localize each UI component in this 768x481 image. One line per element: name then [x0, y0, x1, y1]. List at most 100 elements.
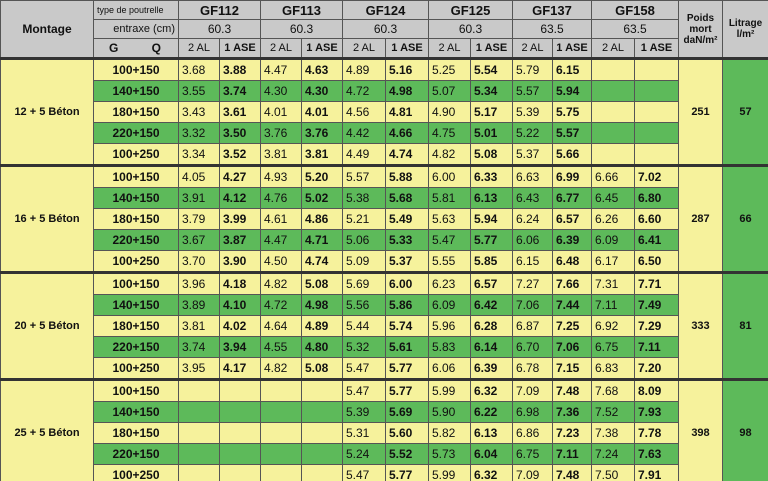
sub-label: 2 AL	[342, 38, 386, 59]
span-value: 6.32	[470, 464, 513, 481]
span-value: 6.41	[634, 229, 679, 251]
span-value: 5.02	[301, 187, 343, 209]
span-value: 4.81	[385, 101, 429, 123]
span-value	[301, 443, 343, 465]
span-value	[301, 464, 343, 481]
span-value: 4.72	[260, 294, 302, 316]
span-value	[178, 378, 220, 402]
load: 100+150	[93, 57, 179, 81]
span-value: 7.66	[552, 271, 592, 295]
span-value: 7.02	[634, 164, 679, 188]
span-value: 4.75	[428, 122, 471, 144]
data-row: 220+150 5.24 5.52 5.73 6.04 6.75 7.11 7.24 7.63	[1, 443, 768, 465]
span-value: 5.85	[470, 250, 513, 273]
product-entraxe: 63.5	[591, 19, 679, 39]
span-value: 5.77	[385, 378, 429, 402]
span-value: 4.72	[342, 80, 386, 102]
data-row: 180+150 3.79 3.99 4.61 4.86 5.21 5.49 5.63 5.94 6…	[1, 208, 768, 230]
span-value: 4.80	[301, 336, 343, 358]
type-label: type de poutrelle	[93, 0, 179, 20]
span-value: 4.01	[260, 101, 302, 123]
span-value: 6.86	[512, 422, 553, 444]
span-value	[178, 422, 220, 444]
span-value: 4.89	[342, 57, 386, 81]
product-name: GF124	[342, 0, 429, 20]
span-value: 6.33	[470, 164, 513, 188]
data-row: 220+150 3.74 3.94 4.55 4.80 5.32 5.61 5.83 6.14 6…	[1, 336, 768, 358]
span-value	[634, 57, 679, 81]
data-row: 20 + 5 Béton 100+150 3.96 4.18 4.82 5.08 5.69 6…	[0, 271, 768, 380]
load: 100+250	[93, 464, 179, 481]
span-value: 4.93	[260, 164, 302, 188]
span-value: 5.37	[512, 143, 553, 166]
span-value	[301, 422, 343, 444]
span-value: 5.54	[470, 57, 513, 81]
span-value: 3.34	[178, 143, 220, 166]
span-value	[301, 378, 343, 402]
span-value: 7.15	[552, 357, 592, 380]
span-value: 6.24	[512, 208, 553, 230]
span-value: 5.86	[385, 294, 429, 316]
span-value: 5.39	[342, 401, 386, 423]
span-value: 3.52	[219, 143, 261, 166]
span-value: 5.99	[428, 464, 471, 481]
load: 140+150	[93, 187, 179, 209]
span-value: 6.04	[470, 443, 513, 465]
span-value	[178, 443, 220, 465]
span-value: 3.74	[178, 336, 220, 358]
span-value: 3.70	[178, 250, 220, 273]
data-row: 100+250 3.70 3.90 4.50 4.74 5.09 5.37 5.55 5.85 6…	[1, 250, 768, 273]
span-value: 3.50	[219, 122, 261, 144]
span-value: 6.66	[591, 164, 635, 188]
span-value: 4.12	[219, 187, 261, 209]
span-value: 7.06	[552, 336, 592, 358]
span-value: 5.96	[428, 315, 471, 337]
sub-label: 1 ASE	[301, 38, 343, 59]
span-value: 5.77	[385, 464, 429, 481]
span-value: 7.25	[552, 315, 592, 337]
sub-label: 2 AL	[260, 38, 302, 59]
sub-label: 2 AL	[428, 38, 471, 59]
span-value: 7.38	[591, 422, 635, 444]
span-value: 5.69	[342, 271, 386, 295]
litrage-header: Litrage l/m²	[722, 0, 768, 59]
span-value: 7.06	[512, 294, 553, 316]
data-row: 100+250 5.47 5.77 5.99 6.32 7.09 7.48 7.50 7.91	[1, 464, 768, 481]
span-value	[634, 80, 679, 102]
span-value: 3.61	[219, 101, 261, 123]
span-value: 5.47	[342, 464, 386, 481]
span-value: 5.31	[342, 422, 386, 444]
span-value: 7.09	[512, 464, 553, 481]
span-value: 6.57	[552, 208, 592, 230]
span-value: 5.33	[385, 229, 429, 251]
span-value: 8.09	[634, 378, 679, 402]
data-row: 12 + 5 Béton 100+150 3.68 3.88 4.47 4.63 4.89 5…	[0, 57, 768, 166]
load: 140+150	[93, 401, 179, 423]
span-value: 5.57	[342, 164, 386, 188]
span-value: 5.06	[342, 229, 386, 251]
span-value: 5.83	[428, 336, 471, 358]
span-value	[260, 401, 302, 423]
span-value: 6.13	[470, 422, 513, 444]
data-row: 180+150 5.31 5.60 5.82 6.13 6.86 7.23 7.38 7.78	[1, 422, 768, 444]
span-value	[219, 464, 261, 481]
span-value: 5.08	[301, 357, 343, 380]
span-value: 6.50	[634, 250, 679, 273]
span-value: 3.76	[301, 122, 343, 144]
span-value: 3.95	[178, 357, 220, 380]
span-value: 6.13	[470, 187, 513, 209]
sub-label: 2 AL	[591, 38, 635, 59]
span-value	[178, 464, 220, 481]
span-value: 5.60	[385, 422, 429, 444]
litrage: 81	[722, 271, 768, 380]
load: 100+250	[93, 143, 179, 166]
span-value: 5.07	[428, 80, 471, 102]
span-value: 5.47	[428, 229, 471, 251]
load: 220+150	[93, 229, 179, 251]
span-value: 4.63	[301, 57, 343, 81]
span-value: 3.55	[178, 80, 220, 102]
load: 140+150	[93, 294, 179, 316]
poids: 398	[678, 378, 723, 481]
span-value: 5.47	[342, 357, 386, 380]
span-value: 4.18	[219, 271, 261, 295]
